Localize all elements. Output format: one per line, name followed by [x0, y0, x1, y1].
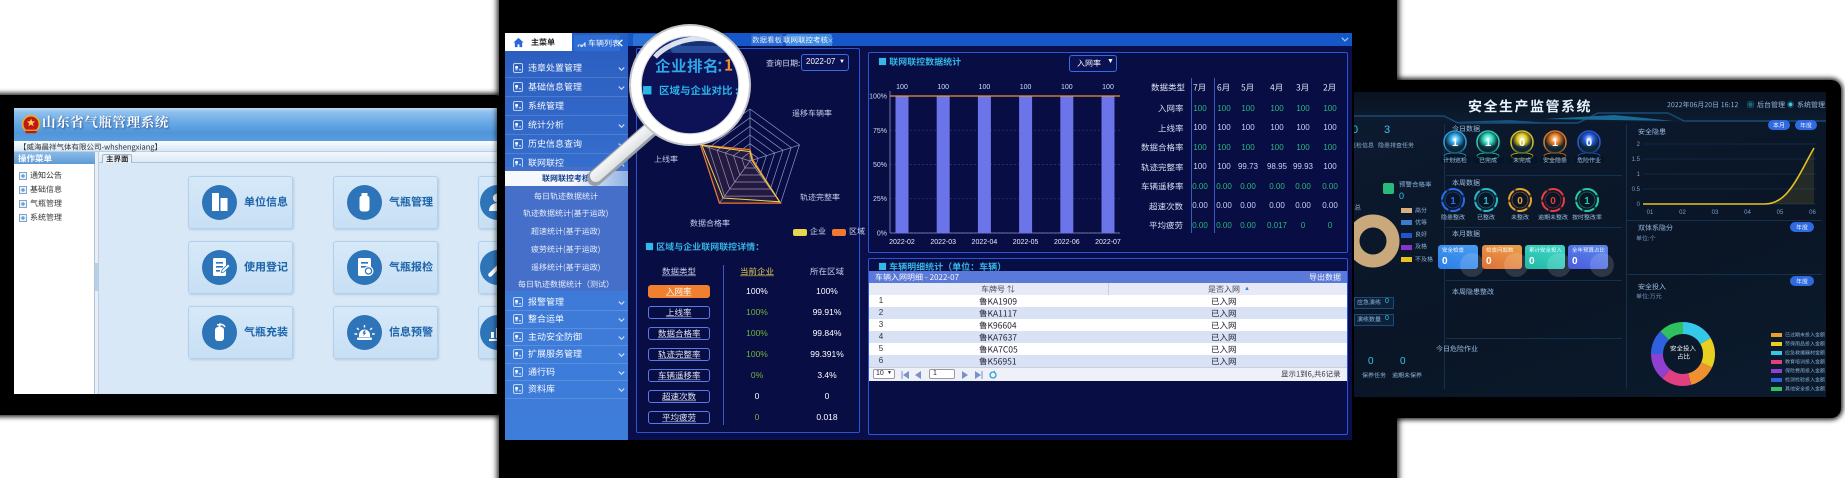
svg-text:1: 1	[1450, 196, 1456, 207]
svg-text:75%: 75%	[873, 128, 887, 135]
svg-text:2022-06: 2022-06	[1054, 239, 1080, 246]
svg-text:1: 1	[1637, 172, 1641, 178]
svg-text:05: 05	[1777, 210, 1784, 216]
svg-text:0: 0	[1517, 196, 1523, 207]
svg-text:1: 1	[1552, 137, 1558, 149]
svg-text:0: 0	[1550, 196, 1556, 207]
svg-text:2022-03: 2022-03	[930, 239, 956, 246]
svg-text:1: 1	[1452, 137, 1458, 149]
svg-text:2022-07: 2022-07	[1095, 239, 1121, 246]
svg-text:04: 04	[1744, 210, 1751, 216]
svg-text:01: 01	[1647, 210, 1654, 216]
svg-text:2022-04: 2022-04	[972, 239, 998, 246]
svg-text:2022-02: 2022-02	[889, 239, 915, 246]
svg-text:25%: 25%	[873, 196, 887, 203]
svg-text:0.5: 0.5	[1632, 187, 1641, 193]
svg-text:03: 03	[1712, 210, 1719, 216]
svg-text:100: 100	[896, 84, 908, 91]
svg-text:100: 100	[979, 84, 991, 91]
svg-text:0: 0	[1519, 137, 1525, 149]
svg-text:100: 100	[1061, 84, 1073, 91]
svg-text:100: 100	[1020, 84, 1032, 91]
svg-text:0: 0	[1586, 137, 1592, 149]
svg-text:100: 100	[1102, 84, 1114, 91]
svg-text:2: 2	[1637, 142, 1641, 148]
svg-text:0%: 0%	[877, 231, 887, 238]
svg-text:1: 1	[1584, 196, 1590, 207]
svg-text:50%: 50%	[873, 162, 887, 169]
svg-text:1: 1	[1483, 196, 1489, 207]
svg-text:02: 02	[1679, 210, 1686, 216]
svg-text:2022-05: 2022-05	[1013, 239, 1039, 246]
svg-text:06: 06	[1809, 210, 1816, 216]
svg-text:1: 1	[1485, 137, 1491, 149]
svg-text:1.5: 1.5	[1632, 157, 1641, 163]
svg-text:100%: 100%	[869, 94, 887, 101]
svg-text:0: 0	[1637, 202, 1641, 208]
svg-text:100: 100	[937, 84, 949, 91]
